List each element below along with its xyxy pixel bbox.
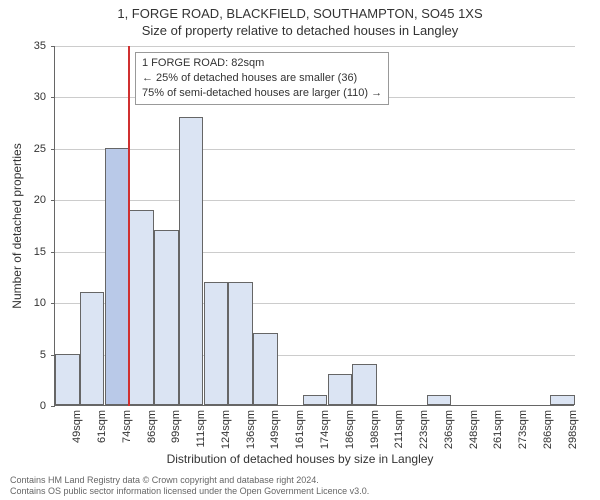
annotation-line: 75% of semi-detached houses are larger (… [142, 86, 382, 101]
xtick-label: 49sqm [71, 410, 83, 443]
ytick-label: 35 [22, 40, 46, 52]
xtick-label: 273sqm [517, 410, 529, 449]
bar [179, 117, 204, 405]
xtick-label: 161sqm [294, 410, 306, 449]
ytick-label: 25 [22, 143, 46, 155]
xtick-label: 198sqm [369, 410, 381, 449]
xtick-label: 136sqm [245, 410, 257, 449]
annotation-box: 1 FORGE ROAD: 82sqm← 25% of detached hou… [135, 52, 389, 105]
gridline [55, 200, 575, 201]
marker-line [128, 46, 130, 406]
ytick-label: 30 [22, 91, 46, 103]
gridline [55, 149, 575, 150]
ytick-mark [51, 252, 55, 253]
bar [228, 282, 253, 405]
bar [550, 395, 575, 405]
annotation-line: 1 FORGE ROAD: 82sqm [142, 56, 382, 71]
xtick-label: 99sqm [170, 410, 182, 443]
ytick-label: 10 [22, 297, 46, 309]
xtick-label: 236sqm [443, 410, 455, 449]
bar [129, 210, 154, 405]
ytick-mark [51, 149, 55, 150]
xtick-label: 86sqm [146, 410, 158, 443]
ytick-mark [51, 97, 55, 98]
bar [352, 364, 377, 405]
xtick-label: 111sqm [195, 410, 207, 448]
ytick-mark [51, 46, 55, 47]
ytick-mark [51, 406, 55, 407]
ytick-label: 5 [22, 349, 46, 361]
xtick-label: 286sqm [542, 410, 554, 449]
xtick-label: 186sqm [344, 410, 356, 449]
chart-area: 0510152025303549sqm61sqm74sqm86sqm99sqm1… [54, 46, 574, 406]
footer-attribution: Contains HM Land Registry data © Crown c… [10, 475, 369, 496]
xtick-label: 248sqm [468, 410, 480, 449]
bar [55, 354, 80, 405]
xtick-label: 211sqm [393, 410, 405, 448]
xtick-label: 149sqm [269, 410, 281, 449]
bar [105, 148, 130, 405]
ytick-label: 0 [22, 400, 46, 412]
xtick-label: 61sqm [96, 410, 108, 443]
bar [204, 282, 229, 405]
ytick-mark [51, 303, 55, 304]
y-axis-label: Number of detached properties [10, 143, 24, 308]
page-subtitle: Size of property relative to detached ho… [0, 21, 600, 38]
xtick-label: 261sqm [492, 410, 504, 449]
footer-line-2: Contains OS public sector information li… [10, 486, 369, 496]
gridline [55, 46, 575, 47]
xtick-label: 174sqm [319, 410, 331, 449]
bar [427, 395, 452, 405]
xtick-label: 223sqm [418, 410, 430, 449]
ytick-mark [51, 200, 55, 201]
bar [80, 292, 105, 405]
xtick-label: 298sqm [567, 410, 579, 449]
bar [328, 374, 353, 405]
ytick-label: 20 [22, 194, 46, 206]
x-axis-label: Distribution of detached houses by size … [0, 452, 600, 466]
footer-line-1: Contains HM Land Registry data © Crown c… [10, 475, 369, 485]
plot-region: 0510152025303549sqm61sqm74sqm86sqm99sqm1… [54, 46, 574, 406]
xtick-label: 74sqm [121, 410, 133, 443]
xtick-label: 124sqm [220, 410, 232, 449]
bar [303, 395, 328, 405]
page-title-address: 1, FORGE ROAD, BLACKFIELD, SOUTHAMPTON, … [0, 0, 600, 21]
annotation-line: ← 25% of detached houses are smaller (36… [142, 71, 382, 86]
bar [253, 333, 278, 405]
ytick-label: 15 [22, 246, 46, 258]
bar [154, 230, 179, 405]
